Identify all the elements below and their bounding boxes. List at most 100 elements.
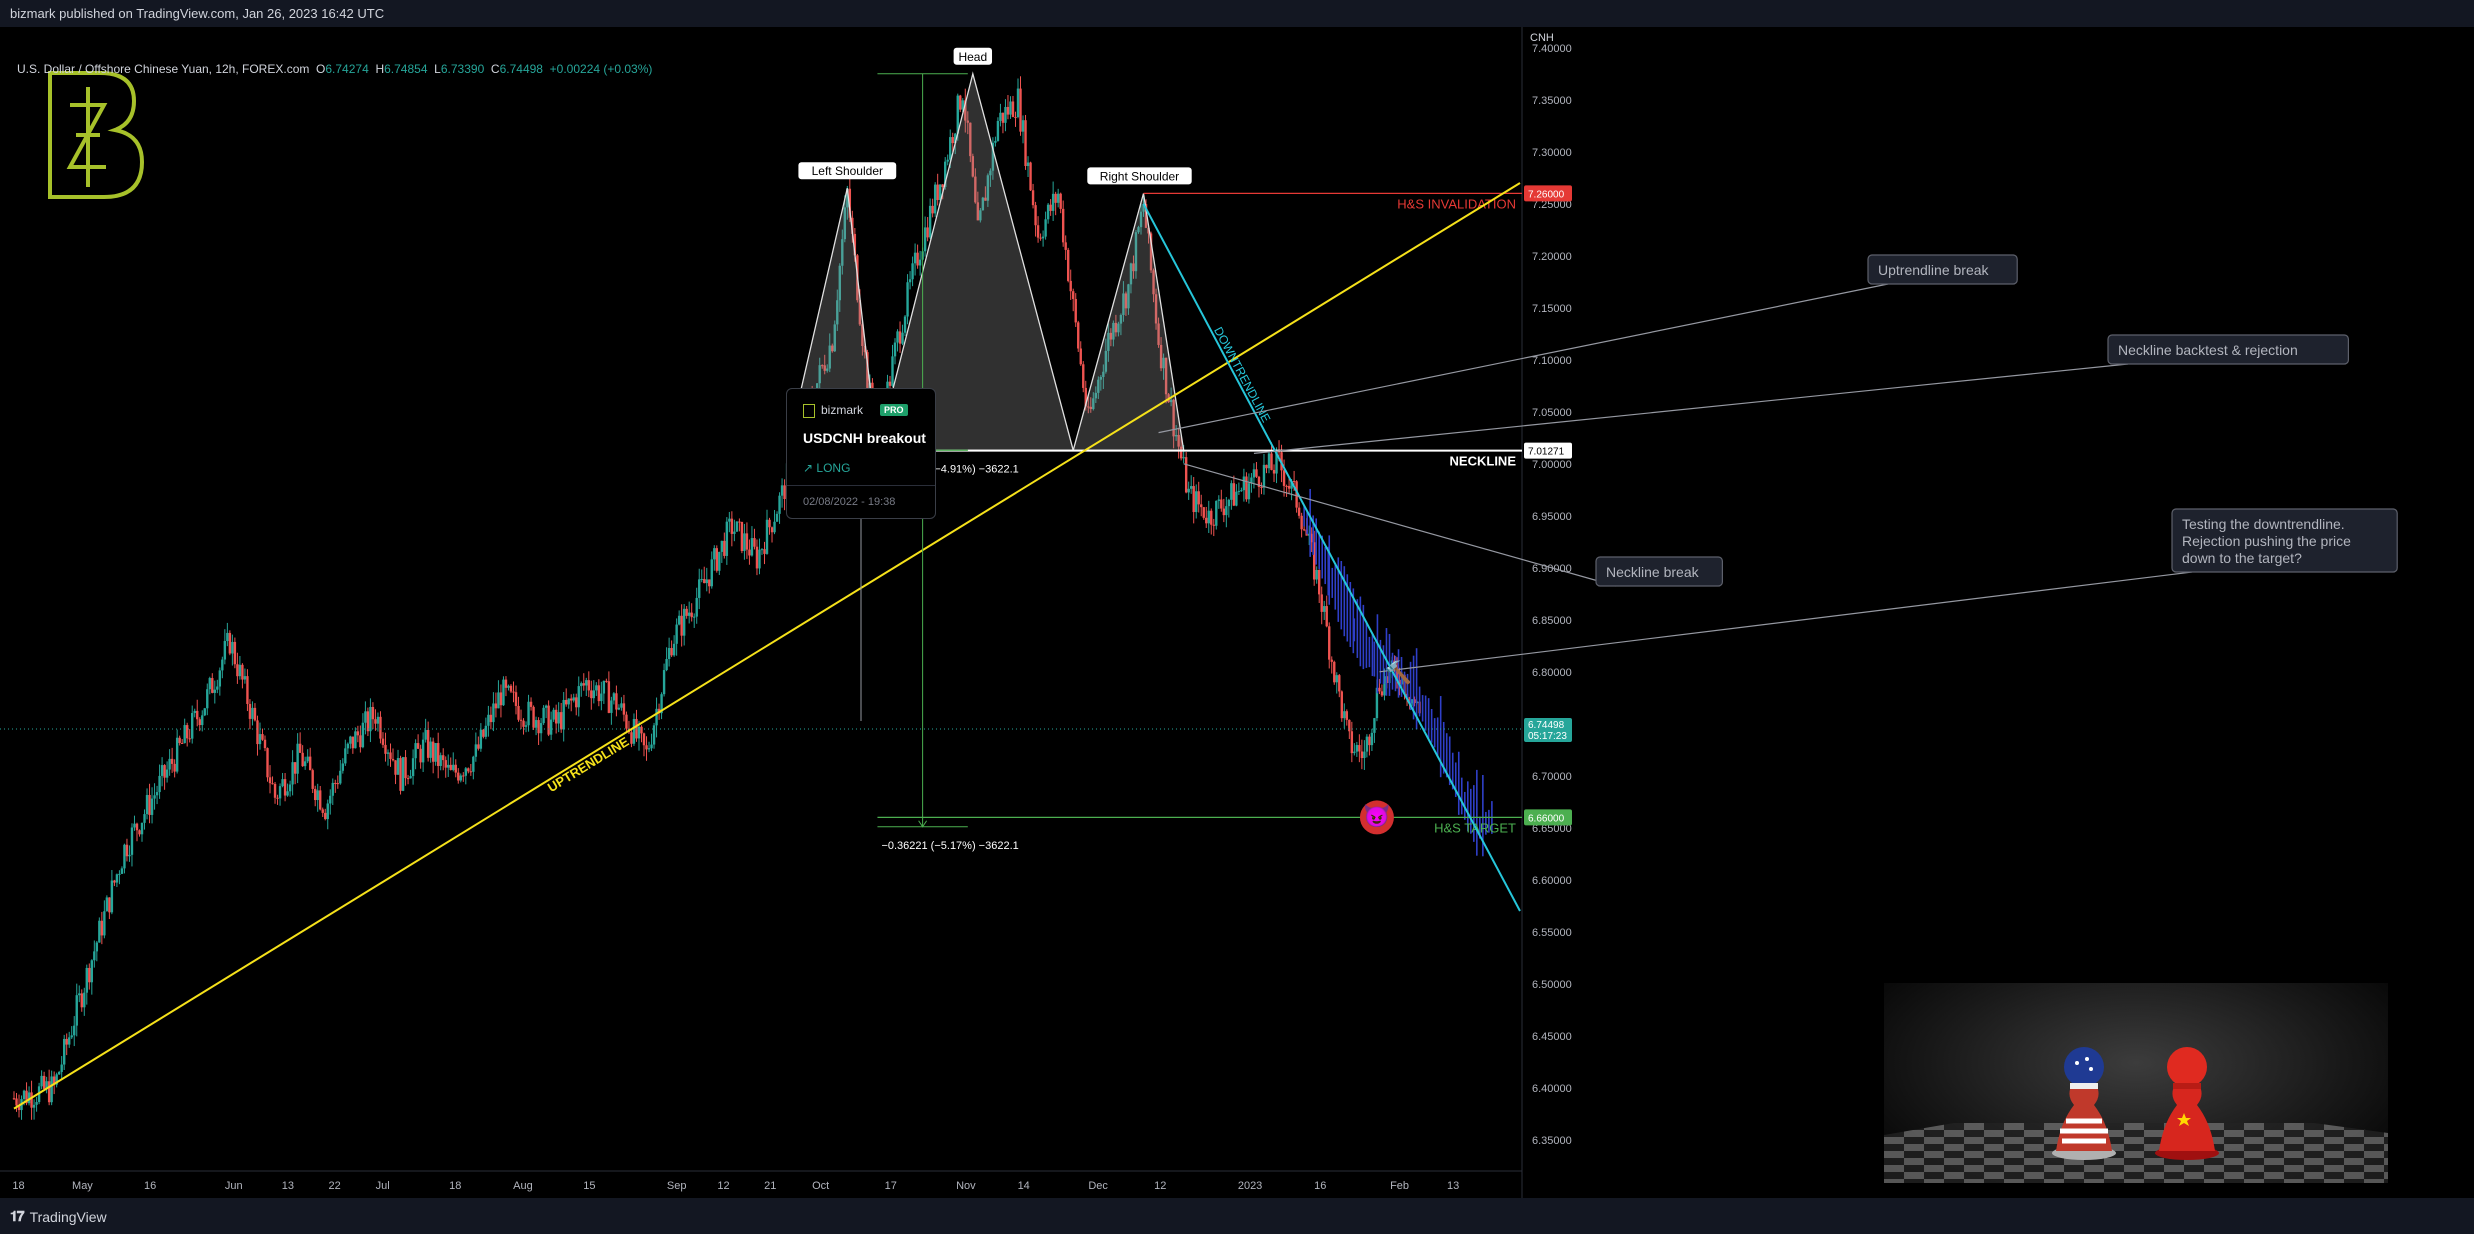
candle-body	[956, 95, 959, 134]
candle-body	[386, 752, 390, 754]
price-tick-label: 6.35000	[1532, 1135, 1572, 1147]
neckline-label: NECKLINE	[1450, 454, 1517, 469]
candle-body	[680, 615, 683, 636]
candle-body	[768, 519, 771, 528]
tradingview-logo[interactable]: 𝟏𝟕 TradingView	[10, 1208, 107, 1225]
candle-body	[218, 670, 222, 687]
candle-body	[1182, 457, 1185, 459]
candle-body	[103, 911, 106, 936]
candle-body	[557, 712, 560, 724]
candle-body	[263, 739, 267, 749]
idea-card[interactable]: bizmark PRO USDCNH breakout ↗ LONG 02/08…	[786, 388, 936, 519]
time-tick-label: 13	[282, 1180, 294, 1192]
candle-body	[1127, 284, 1130, 309]
candle-body	[617, 707, 621, 710]
candle-body	[775, 513, 779, 522]
candle-body	[449, 764, 452, 770]
candle-body	[1355, 745, 1359, 752]
candle-body	[1187, 488, 1190, 493]
price-tick-label: 7.40000	[1532, 43, 1572, 55]
candle-body	[620, 703, 623, 708]
candle-body	[1019, 88, 1022, 132]
candle-body	[85, 967, 88, 993]
candle-body	[612, 693, 616, 701]
candle-body	[1177, 434, 1180, 447]
candle-body	[1137, 227, 1140, 233]
time-tick-label: 14	[1018, 1180, 1030, 1192]
candle-body	[514, 692, 518, 706]
candle-body	[326, 803, 329, 820]
price-tick-label: 7.35000	[1532, 95, 1572, 107]
candle-body	[1207, 510, 1210, 524]
candle-body	[1302, 529, 1306, 531]
candle-body	[469, 771, 473, 773]
candle-body	[991, 142, 995, 171]
candle-body	[1222, 508, 1226, 516]
uptrendline-break-pointer	[1158, 283, 1889, 434]
candle-body	[1340, 691, 1343, 719]
candle-body	[1255, 469, 1258, 477]
candle-body	[296, 743, 299, 774]
candle-body	[989, 170, 992, 176]
time-tick-label: 16	[144, 1180, 156, 1192]
candle-body	[467, 768, 470, 772]
candle-body	[843, 207, 847, 240]
candle-body	[188, 738, 191, 740]
candle-body	[720, 540, 724, 552]
chess-pawns-photo	[1884, 983, 2388, 1183]
candle-body	[763, 549, 766, 554]
candle-body	[283, 779, 287, 796]
candle-body	[344, 748, 347, 764]
candle-body	[1215, 500, 1218, 526]
price-tick-label: 7.30000	[1532, 147, 1572, 159]
time-tick-label: 18	[12, 1180, 24, 1192]
candle-body	[206, 689, 209, 709]
candle-body	[1272, 469, 1276, 474]
time-tick-label: Aug	[513, 1180, 533, 1192]
candle-body	[605, 680, 608, 682]
candle-body	[1006, 106, 1010, 115]
candle-body	[306, 756, 309, 762]
testing-downtrend-text: Rejection pushing the price	[2182, 533, 2351, 549]
price-tick-label: 6.80000	[1532, 667, 1572, 679]
candle-body	[371, 706, 375, 720]
candle-body	[893, 342, 897, 357]
candle-body	[1192, 486, 1195, 513]
idea-title[interactable]: USDCNH breakout	[803, 430, 926, 446]
candle-body	[45, 1081, 48, 1089]
candle-body	[954, 133, 957, 144]
last-price-tag	[1524, 718, 1572, 743]
measure-arrow	[918, 820, 928, 828]
candle-body	[1338, 675, 1341, 692]
candle-body	[349, 736, 352, 744]
candle-body	[416, 743, 420, 749]
chart-area[interactable]: CNH 7.40000 7.35000 7.30000 7.25000 7.20000 7.…	[0, 27, 2474, 1198]
high-value: 6.74854	[384, 62, 428, 76]
candle-body	[1413, 699, 1416, 704]
candle-body	[1230, 483, 1233, 500]
time-tick-label: 12	[717, 1180, 729, 1192]
candle-body	[544, 705, 548, 708]
candle-body	[1275, 451, 1278, 474]
time-tick-label: 16	[1314, 1180, 1326, 1192]
uptrendline-break-box	[1867, 254, 2018, 285]
candle-body	[1202, 507, 1205, 518]
candle-body	[502, 679, 505, 706]
candle-body	[743, 533, 746, 552]
candle-body	[499, 692, 503, 706]
level-tag	[1524, 185, 1572, 202]
price-tick-label: 6.40000	[1532, 1083, 1572, 1095]
candle-body	[735, 521, 739, 532]
candle-body	[933, 184, 937, 214]
candle-body	[183, 725, 186, 744]
candle-body	[1282, 470, 1286, 486]
candle-body	[374, 719, 377, 724]
candle-body	[1250, 477, 1253, 484]
candle-body	[823, 365, 826, 371]
candle-body	[198, 719, 201, 726]
candle-body	[65, 1038, 68, 1045]
candle-body	[1310, 533, 1313, 543]
time-tick-label: 2023	[1238, 1180, 1262, 1192]
candle-body	[1325, 606, 1328, 627]
